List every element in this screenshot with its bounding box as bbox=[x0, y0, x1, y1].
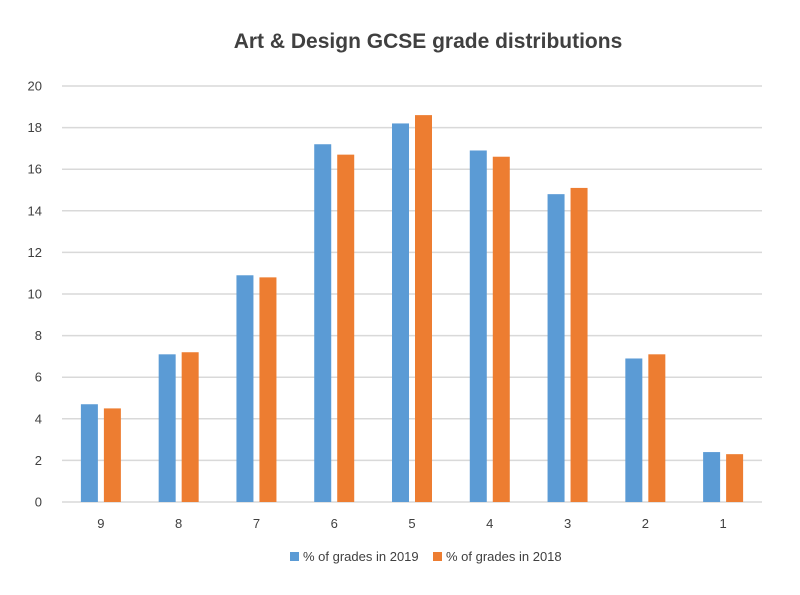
bar-2019-grade-6 bbox=[314, 144, 332, 503]
x-tick-label: 4 bbox=[486, 516, 493, 531]
bar-2019-grade-1 bbox=[703, 452, 721, 502]
y-axis-ticks: 0 2 4 6 8 10 12 14 16 18 20 bbox=[28, 79, 42, 510]
bar-2018-grade-7 bbox=[259, 277, 277, 502]
x-tick-label: 9 bbox=[97, 516, 104, 531]
legend-swatch bbox=[433, 552, 442, 561]
legend-label: % of grades in 2019 bbox=[303, 549, 419, 564]
bar-2018-grade-4 bbox=[492, 156, 510, 502]
legend-swatch bbox=[290, 552, 299, 561]
gridlines bbox=[62, 85, 762, 503]
x-tick-label: 1 bbox=[719, 516, 726, 531]
y-tick-label: 18 bbox=[28, 120, 42, 135]
y-tick-label: 14 bbox=[28, 203, 42, 218]
x-tick-label: 8 bbox=[175, 516, 182, 531]
chart-title: Art & Design GCSE grade distributions bbox=[234, 30, 623, 53]
x-tick-label: 2 bbox=[642, 516, 649, 531]
y-tick-label: 10 bbox=[28, 287, 42, 302]
bar-2019-grade-8 bbox=[158, 354, 176, 502]
bar-2018-grade-3 bbox=[570, 187, 588, 503]
bar-2018-grade-1 bbox=[726, 454, 744, 502]
y-tick-label: 12 bbox=[28, 245, 42, 260]
y-tick-label: 0 bbox=[35, 495, 42, 510]
bar-2018-grade-6 bbox=[337, 154, 355, 502]
bar-2019-grade-2 bbox=[625, 358, 643, 502]
bar-2018-grade-5 bbox=[415, 115, 432, 503]
y-tick-label: 16 bbox=[28, 162, 42, 177]
x-tick-label: 6 bbox=[331, 516, 338, 531]
bar-2018-grade-2 bbox=[648, 354, 666, 502]
bar-2019-grade-5 bbox=[392, 123, 409, 502]
y-tick-label: 8 bbox=[35, 328, 42, 343]
y-tick-label: 4 bbox=[35, 411, 42, 426]
x-tick-label: 3 bbox=[564, 516, 571, 531]
y-tick-label: 2 bbox=[35, 453, 42, 468]
bar-2019-grade-3 bbox=[547, 194, 565, 502]
y-tick-label: 6 bbox=[35, 370, 42, 385]
x-axis-ticks: 9 8 7 6 5 4 3 2 1 bbox=[97, 516, 726, 531]
bars bbox=[80, 115, 744, 503]
x-tick-label: 5 bbox=[408, 516, 415, 531]
bar-2018-grade-9 bbox=[103, 408, 121, 502]
legend: % of grades in 2019 % of grades in 2018 bbox=[290, 549, 562, 564]
legend-label: % of grades in 2018 bbox=[446, 549, 562, 564]
bar-2019-grade-7 bbox=[236, 275, 254, 502]
x-tick-label: 7 bbox=[253, 516, 260, 531]
bar-2018-grade-8 bbox=[181, 352, 199, 502]
y-tick-label: 20 bbox=[28, 79, 42, 94]
bar-2019-grade-4 bbox=[469, 150, 487, 503]
bar-2019-grade-9 bbox=[80, 404, 98, 502]
